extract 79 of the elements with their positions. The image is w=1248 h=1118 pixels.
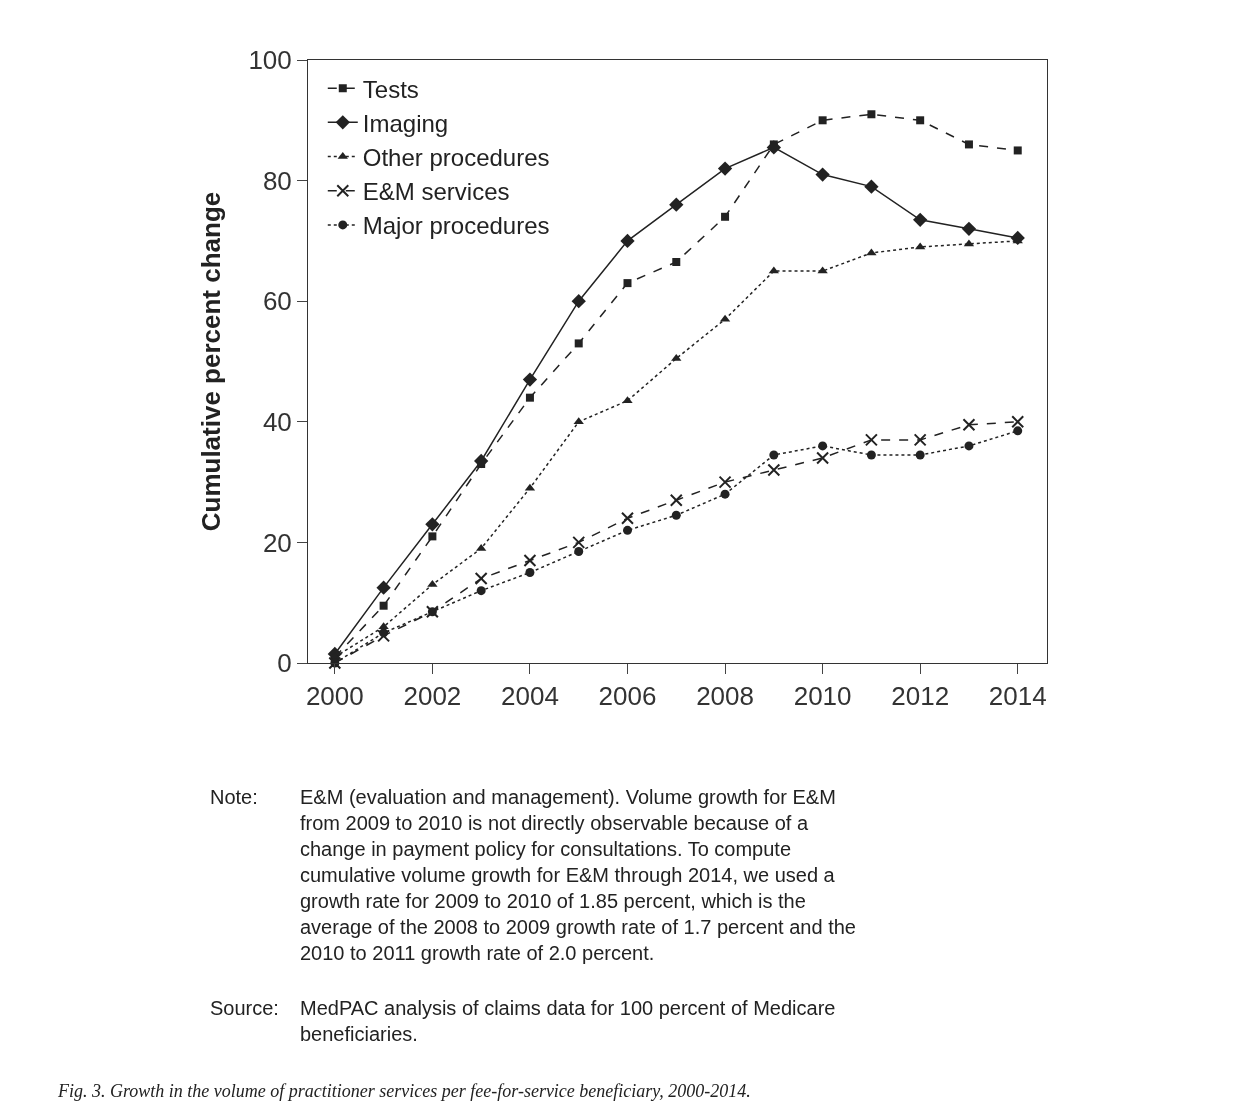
x-tick-label: 2006 [598, 681, 657, 712]
point [476, 586, 486, 596]
point [378, 622, 389, 630]
y-tick-label: 40 [262, 406, 292, 437]
point [815, 167, 830, 182]
y-tick-label: 20 [262, 527, 292, 558]
caption: Fig. 3. Growth in the volume of practitioner services per fee-for-service beneficiary, 2000-2014. [57, 1081, 751, 1101]
x-tick-label: 2000 [305, 681, 364, 712]
point [961, 221, 977, 236]
point [916, 116, 925, 125]
legend-label: Major procedures [362, 212, 550, 240]
point [816, 451, 830, 465]
point [718, 475, 732, 489]
point [962, 418, 976, 432]
point [864, 179, 879, 194]
point [913, 212, 928, 227]
point [913, 433, 927, 447]
point [623, 525, 632, 535]
point [866, 248, 877, 256]
point [574, 339, 583, 348]
legend-label: E&M services [362, 178, 510, 206]
point [671, 353, 682, 361]
point [720, 489, 730, 499]
point [818, 116, 827, 125]
source-note: Source: [210, 997, 279, 1019]
point [766, 140, 781, 155]
point [523, 553, 537, 567]
point [1013, 426, 1023, 436]
x-tick-label: 2002 [403, 681, 462, 712]
point [525, 568, 535, 578]
x-tick-label: 2008 [696, 681, 754, 712]
x-tick-label: 2012 [891, 681, 950, 712]
point [525, 393, 534, 402]
point [767, 463, 781, 477]
point [964, 140, 973, 149]
point [379, 628, 389, 638]
point [864, 433, 878, 447]
point [376, 580, 391, 595]
x-tick-label: 2004 [501, 681, 559, 712]
point [717, 161, 733, 176]
point [669, 197, 684, 212]
point [964, 441, 974, 451]
point [573, 417, 584, 425]
x-tick-label: 2010 [793, 681, 852, 712]
point [669, 493, 683, 507]
y-tick-label: 0 [277, 648, 292, 679]
legend-label: Other procedures [362, 143, 550, 171]
point [620, 233, 635, 249]
y-axis-title: Cumulative percent change [195, 191, 226, 532]
point [867, 110, 876, 119]
point [474, 572, 488, 586]
point [571, 294, 586, 309]
point [572, 535, 586, 549]
point [379, 601, 388, 610]
point [621, 511, 634, 525]
point [623, 279, 632, 288]
point [522, 372, 538, 387]
point [671, 510, 681, 520]
point [474, 453, 489, 469]
point [866, 450, 876, 460]
point [721, 212, 730, 221]
text: Note: [210, 786, 258, 808]
point [428, 532, 437, 541]
text: E&M (evaluation and management). Volume growth for E&M from 2009 to 2010 is not directly observable because of a change in payment policy for consultations. To compute cumulative volume growth for E&M through 2014, we used a growth rate for 2009 to 2010 of 1.85 percent, which is the average of the 2008 to 2009 growth rate of 1.7 percent and the 2010 to 2011 growth rate of 2.0 percent. [300, 786, 856, 964]
y-tick-label: 60 [262, 286, 292, 317]
y-tick-label: 100 [248, 45, 292, 76]
legend-label: Imaging [362, 109, 449, 137]
point [672, 258, 681, 267]
point [425, 517, 440, 532]
y-tick-label: 80 [262, 165, 292, 196]
point [818, 441, 828, 451]
point [574, 546, 584, 556]
point [915, 450, 925, 460]
point [1011, 415, 1025, 429]
point [769, 450, 779, 460]
x-tick-label: 2014 [988, 681, 1047, 712]
point [1013, 146, 1022, 155]
text: MedPAC analysis of claims data for 100 percent of Medicare beneficiaries. [300, 997, 836, 1045]
legend-label: Tests [362, 75, 419, 103]
